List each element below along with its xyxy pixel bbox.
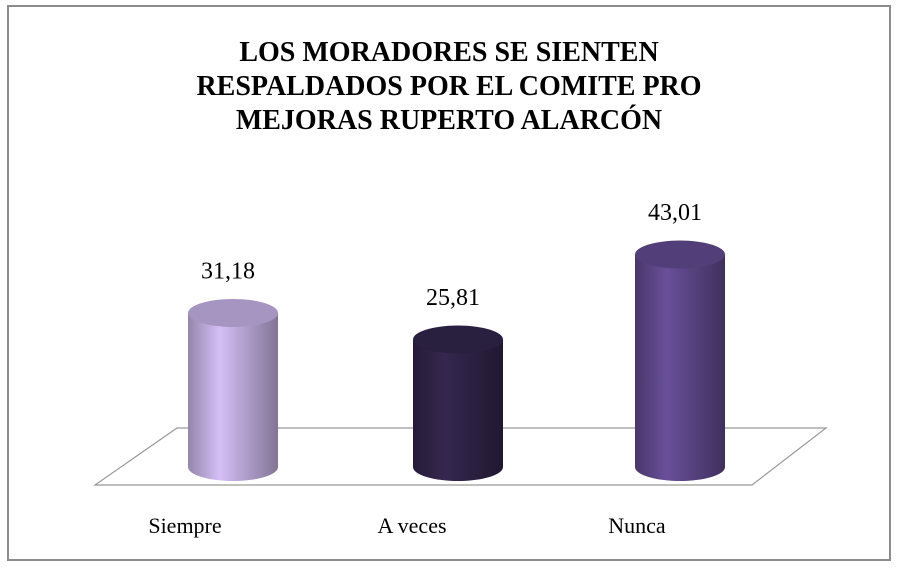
bar-top xyxy=(188,298,278,327)
value-label: 31,18 xyxy=(201,258,255,284)
bar xyxy=(635,240,725,481)
bar-top xyxy=(635,240,725,269)
bar-body xyxy=(635,254,725,467)
bar-top xyxy=(413,325,503,354)
x-tick-label: Siempre xyxy=(148,513,221,538)
x-tick-label: A veces xyxy=(377,513,446,538)
bar-body xyxy=(188,312,278,467)
x-tick-label: Nunca xyxy=(608,513,666,538)
bar xyxy=(188,298,278,481)
bar-body xyxy=(413,339,503,467)
value-label: 25,81 xyxy=(426,285,480,311)
value-label: 43,01 xyxy=(648,200,702,226)
bar xyxy=(413,325,503,481)
chart-title: LOS MORADORES SE SIENTEN RESPALDADOS POR… xyxy=(196,37,702,136)
